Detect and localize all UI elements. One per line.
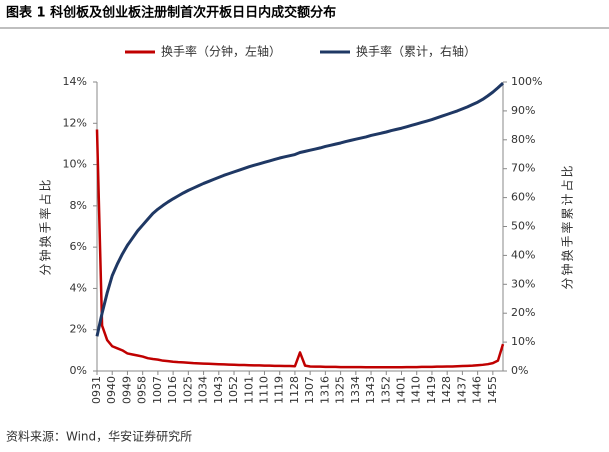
y-tick-label: 2% [70, 323, 87, 336]
x-tick-label: 0958 [136, 376, 149, 404]
x-tick-label: 1343 [364, 376, 377, 404]
y2-tick-label: 40% [511, 248, 535, 261]
chart-title: 图表 1 科创板及创业板注册制首次开板日日内成交额分布 [6, 5, 336, 21]
y-tick-label: 6% [70, 240, 87, 253]
x-tick-label: 0931 [90, 376, 103, 404]
x-tick-label: 1128 [288, 376, 301, 404]
y2-tick-label: 10% [511, 335, 535, 348]
x-tick-label: 1428 [440, 376, 453, 404]
y-tick-label: 14% [63, 75, 87, 88]
x-tick-label: 1307 [303, 376, 316, 404]
y-tick-label: 4% [70, 281, 87, 294]
x-tick-label: 1007 [151, 376, 164, 404]
y2-tick-label: 30% [511, 277, 535, 290]
y-tick-label: 10% [63, 158, 87, 171]
legend-label: 换手率（累计，右轴） [356, 44, 476, 59]
x-tick-label: 1316 [318, 376, 331, 404]
legend-label: 换手率（分钟，左轴） [161, 44, 281, 59]
x-tick-label: 1325 [334, 376, 347, 404]
y2-axis-label: 分钟换手率累计占比 [560, 163, 575, 289]
y-tick-label: 12% [63, 116, 87, 129]
y2-tick-label: 70% [511, 162, 535, 175]
y2-tick-label: 90% [511, 104, 535, 117]
x-tick-label: 1410 [410, 376, 423, 404]
series-line [95, 82, 505, 337]
x-tick-label: 0940 [105, 376, 118, 404]
y2-tick-label: 50% [511, 220, 535, 233]
x-tick-label: 1334 [349, 376, 362, 404]
y2-tick-label: 60% [511, 191, 535, 204]
x-tick-label: 1101 [242, 376, 255, 404]
y-tick-label: 0% [70, 364, 87, 377]
series-line [95, 129, 505, 369]
y2-tick-label: 0% [511, 364, 528, 377]
x-tick-label: 1437 [455, 376, 468, 404]
x-tick-label: 1401 [395, 376, 408, 404]
y2-tick-label: 100% [511, 75, 542, 88]
x-tick-label: 0949 [120, 376, 133, 404]
x-tick-label: 1025 [181, 376, 194, 404]
x-tick-label: 1016 [166, 376, 179, 404]
x-tick-label: 1052 [227, 376, 240, 404]
x-tick-label: 1455 [486, 376, 499, 404]
x-tick-label: 1419 [425, 376, 438, 404]
y-tick-label: 8% [70, 199, 87, 212]
source: 资料来源：Wind，华安证券研究所 [6, 429, 192, 444]
y2-tick-label: 20% [511, 306, 535, 319]
x-tick-label: 1043 [212, 376, 225, 404]
y2-tick-label: 80% [511, 133, 535, 146]
y-axis-label: 分钟换手率占比 [38, 177, 53, 275]
x-tick-label: 1110 [257, 376, 270, 404]
x-tick-label: 1034 [197, 376, 210, 404]
x-tick-label: 1446 [471, 376, 484, 404]
x-tick-label: 1119 [273, 376, 286, 404]
x-tick-label: 1352 [379, 376, 392, 404]
